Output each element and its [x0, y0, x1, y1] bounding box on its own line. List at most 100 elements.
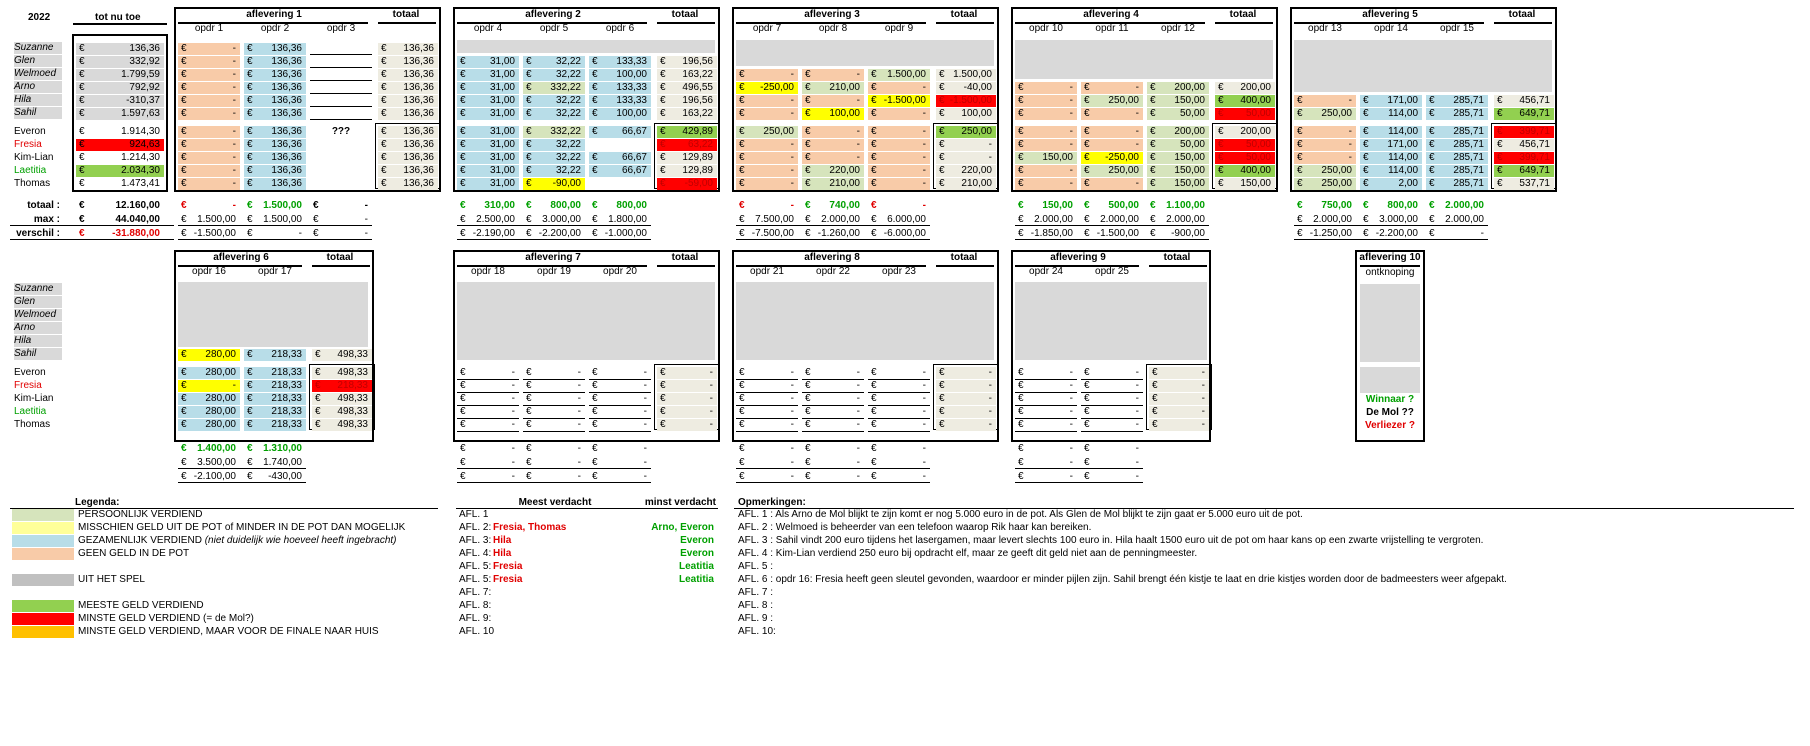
most-suspect-header: Meest verdacht	[518, 497, 592, 508]
cell-value: 800,00	[1387, 200, 1418, 211]
cell-value: -250,00	[1105, 152, 1139, 163]
cell-value: -	[232, 178, 236, 189]
rule	[73, 23, 167, 25]
sum-cell: € -	[736, 457, 798, 469]
cell-value: -	[856, 95, 860, 106]
cell-value: 250,00	[763, 126, 794, 137]
euro-sign: €	[660, 139, 666, 150]
name-label: Everon	[14, 126, 46, 137]
cell-value: 1.597,63	[121, 108, 160, 119]
euro-sign: €	[1429, 152, 1435, 163]
euro-sign: €	[939, 367, 945, 378]
cell-value: -	[232, 126, 236, 137]
verliezer-label: Verliezer ?	[1364, 420, 1416, 431]
afl-label: AFL. 5:	[459, 574, 492, 585]
euro-sign: €	[871, 457, 877, 468]
euro-sign: €	[739, 443, 745, 454]
euro-sign: €	[460, 178, 466, 189]
sum-cell: € -1.500,00	[178, 228, 240, 240]
euro-sign: €	[1084, 165, 1090, 176]
sum-cell: € -2.200,00	[1360, 228, 1422, 240]
amount-cell: €250,00	[736, 126, 798, 138]
euro-sign: €	[592, 69, 598, 80]
euro-sign: €	[181, 82, 187, 93]
rule	[1494, 22, 1552, 24]
euro-sign: €	[739, 419, 745, 430]
euro-sign: €	[660, 178, 666, 189]
rule	[457, 482, 651, 483]
rule	[868, 431, 930, 432]
euro-sign: €	[592, 165, 598, 176]
summary-value: € -31.880,00	[76, 228, 164, 240]
ontknoping-label: ontknoping	[1365, 267, 1415, 278]
sum-cell: €150,00	[1015, 200, 1077, 212]
name-label: Glen	[14, 55, 62, 67]
column-header: opdr 25	[1095, 266, 1129, 277]
total-cell: €136,36	[378, 43, 438, 55]
euro-sign: €	[181, 443, 187, 454]
cell-value: -	[856, 69, 860, 80]
amount-cell: €150,00	[1147, 178, 1209, 190]
amount-cell: €285,71	[1426, 152, 1488, 164]
cell-value: -	[364, 228, 368, 239]
euro-sign: €	[1297, 139, 1303, 150]
most-suspect: Hila	[493, 548, 512, 559]
cell-value: -1.500,00	[949, 95, 992, 106]
afl-label: AFL. 5:	[459, 561, 492, 572]
afl-label: AFL. 10	[459, 626, 495, 637]
amount-cell: €136,36	[244, 152, 306, 164]
rule	[1015, 225, 1209, 226]
amount-cell: € -	[868, 108, 930, 120]
cell-value: -	[1348, 139, 1352, 150]
euro-sign: €	[460, 69, 466, 80]
cell-value: 218,33	[271, 380, 302, 391]
cell-value: 3.000,00	[542, 214, 581, 225]
rule	[736, 431, 798, 432]
cell-value: -	[790, 95, 794, 106]
euro-sign: €	[939, 108, 945, 119]
cell-value: -	[1348, 95, 1352, 106]
cell-value: 31,00	[489, 139, 515, 150]
rule	[589, 418, 651, 419]
euro-sign: €	[1218, 178, 1224, 189]
rule	[802, 392, 864, 393]
remark-line: AFL. 1 : Als Arno de Mol blijkt te zijn …	[738, 509, 1303, 520]
rule	[1081, 392, 1143, 393]
euro-sign: €	[1152, 419, 1158, 430]
cell-value: 136,36	[403, 165, 434, 176]
cell-value: 133,33	[616, 82, 647, 93]
rule	[802, 418, 864, 419]
cell-value: 280,00	[205, 419, 236, 430]
cell-value: 136,36	[403, 95, 434, 106]
euro-sign: €	[871, 82, 877, 93]
totnutoe-value: €1.597,63	[76, 108, 164, 120]
amount-cell: € -	[1015, 419, 1077, 431]
cell-value: -	[643, 406, 647, 417]
euro-sign: €	[1297, 108, 1303, 119]
sum-cell: €1.500,00	[244, 214, 306, 226]
amount-cell: € -	[802, 126, 864, 138]
rule	[457, 239, 651, 240]
cell-value: 2.000,00	[1034, 214, 1073, 225]
total-cell: €136,36	[378, 56, 438, 68]
euro-sign: €	[181, 406, 187, 417]
remark-line: AFL. 2 : Welmoed is beheerder van een te…	[738, 522, 1092, 533]
episode-title: aflevering 6	[213, 252, 269, 263]
euro-sign: €	[460, 200, 466, 211]
sum-cell: € -1.260,00	[802, 228, 864, 240]
amount-cell: €32,22	[523, 165, 585, 177]
cell-value: 100,00	[961, 108, 992, 119]
sum-cell: €2.000,00	[802, 214, 864, 226]
sum-cell: €1.310,00	[244, 443, 306, 455]
amount-cell: €114,00	[1360, 152, 1422, 164]
name-label: Sahil	[14, 348, 62, 360]
amount-cell: €285,71	[1426, 178, 1488, 190]
rule	[589, 405, 651, 406]
column-header: opdr 4	[473, 23, 503, 34]
cell-value: 163,22	[682, 69, 713, 80]
cell-value: -	[643, 367, 647, 378]
cell-value: 285,71	[1453, 152, 1484, 163]
cell-value: -	[232, 69, 236, 80]
euro-sign: €	[526, 178, 532, 189]
euro-sign: €	[592, 471, 598, 482]
